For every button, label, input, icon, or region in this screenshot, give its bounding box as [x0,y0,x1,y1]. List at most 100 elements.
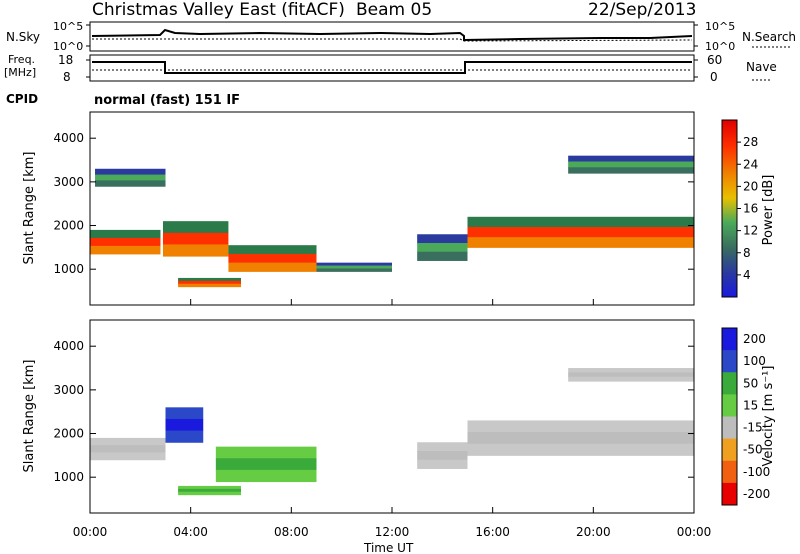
velocity-y-axis: 1000 2000 3000 4000 [53,339,694,484]
heatmap-cell-6-2 [417,459,468,469]
power-cbar-label-4: 20 [743,179,758,193]
nsearch-label: N.Search [742,30,796,44]
date-label: 22/Sep/2013 [588,0,696,20]
velocity-cbar-segment-6 [722,460,737,484]
nsky-label: N.Sky [6,30,40,44]
heatmap-cell-4-2 [568,376,694,382]
heatmap-cell-0-0 [90,437,166,446]
y-tick-label-2: 3000 [53,383,84,397]
heatmap-cell-1-0 [162,221,229,234]
y-tick-label-2: 3000 [53,175,84,189]
heatmap-cell-0-1 [90,237,161,247]
velocity-cbar-label-4: -15 [743,421,763,435]
heatmap-cell-3-1 [467,432,694,445]
beam-label: Beam 05 [356,0,432,20]
y-tick-label-1: 2000 [53,219,84,233]
y-tick-label-0: 1000 [53,262,84,276]
freq-unit-label: [MHz] [4,66,36,79]
heatmap-cell-5-0 [178,485,241,490]
heatmap-cell-4-2 [95,180,166,187]
velocity-cbar-segment-1 [722,350,737,373]
heatmap-cell-4-0 [95,168,166,176]
freq-label: Freq. [8,53,35,66]
velocity-cbar-label-2: 50 [743,376,758,390]
nsearch-tick-top: 10^5 [705,20,735,33]
heatmap-cell-1-0 [215,446,317,459]
freq-trace [92,61,692,74]
heatmap-cell-8-0 [316,262,392,267]
heatmap-cell-5-2 [178,491,241,496]
nsky-panel [86,21,698,52]
heatmap-cell-6-0 [568,155,694,162]
nave-label: Nave [746,60,777,74]
cpid-label: CPID [6,92,38,106]
heatmap-cell-1-2 [162,244,229,257]
velocity-cbar-frame [721,327,738,506]
power-y-axis: 1000 2000 3000 4000 [53,131,694,276]
heatmap-cell-7-1 [417,242,468,253]
heatmap-cell-6-2 [568,167,694,174]
x-tick-label-4: 16:00 [475,525,510,539]
x-tick-label-3: 12:00 [375,525,410,539]
heatmap-cell-6-0 [417,442,468,452]
power-colorbar [721,119,738,298]
velocity-cbar-segment-0 [722,328,737,351]
power-cbar-label-3: 16 [743,202,758,216]
heatmap-cell-5-1 [467,226,694,238]
velocity-y-axis-label: Slant Range [km] [22,360,37,473]
heatmap-cell-5-2 [467,237,694,248]
velocity-cbar-segment-3 [722,394,737,417]
nsky-tick-top: 10^5 [53,20,83,33]
heatmap-cell-2-1 [165,418,204,432]
heatmap-cell-4-0 [568,368,694,373]
power-cbar-label-2: 12 [743,224,758,238]
power-panel-bg [90,112,694,305]
velocity-cbar-label-0: 200 [743,332,766,346]
power-colorbar-label: Power [dB] [761,175,776,246]
heatmap-cell-7-2 [417,251,468,261]
freq-tick-top: 18 [58,53,73,67]
velocity-heatmap [90,368,694,496]
heatmap-cell-2-0 [228,245,317,255]
velocity-cbar-segment-4 [722,416,737,440]
y-tick-label-0: 1000 [53,470,84,484]
heatmap-cell-3-2 [178,283,241,288]
heatmap-cell-3-1 [178,280,241,285]
heatmap-cell-2-1 [228,253,317,264]
power-y-axis-label: Slant Range [km] [22,152,37,265]
heatmap-cell-0-0 [90,229,161,239]
heatmap-cell-1-1 [162,232,229,245]
heatmap-cell-3-2 [467,443,694,456]
chart-title: Christmas Valley East (fitACF) [92,0,345,20]
velocity-cbar-segment-7 [722,482,737,506]
velocity-cbar-label-5: -50 [743,443,763,457]
heatmap-cell-0-1 [90,445,166,453]
power-cbar-label-0: 4 [743,268,751,282]
heatmap-cell-5-0 [467,216,694,228]
power-cbar-label-6: 28 [743,135,758,149]
heatmap-cell-1-2 [215,469,317,483]
nsearch-tick-bottom: 10^0 [705,40,735,53]
heatmap-cell-7-0 [417,234,468,244]
heatmap-cell-3-0 [467,420,694,433]
heatmap-cell-3-0 [178,277,241,282]
power-cbar-label-5: 24 [743,157,758,171]
heatmap-cell-5-1 [178,488,241,493]
heatmap-cell-6-1 [417,450,468,461]
heatmap-cell-2-2 [228,262,317,272]
nsearch-trace [92,38,693,42]
heatmap-cell-6-1 [568,161,694,168]
heatmap-cell-2-2 [165,430,204,443]
velocity-cbar-label-1: 100 [743,354,766,368]
x-tick-label-1: 04:00 [173,525,208,539]
velocity-cbar-segment-2 [722,372,737,395]
velocity-cbar-label-6: -100 [743,465,770,479]
nave-tick-bottom: 0 [710,70,718,84]
heatmap-cell-8-1 [316,265,392,269]
velocity-cbar-segment-5 [722,438,737,462]
power-cbar-label-1: 8 [743,246,751,260]
freq-tick-bottom: 8 [63,70,71,84]
x-axis-label: Time UT [363,541,414,554]
velocity-cbar-label-7: -200 [743,487,770,501]
x-tick-label-6: 00:00 [677,525,712,539]
